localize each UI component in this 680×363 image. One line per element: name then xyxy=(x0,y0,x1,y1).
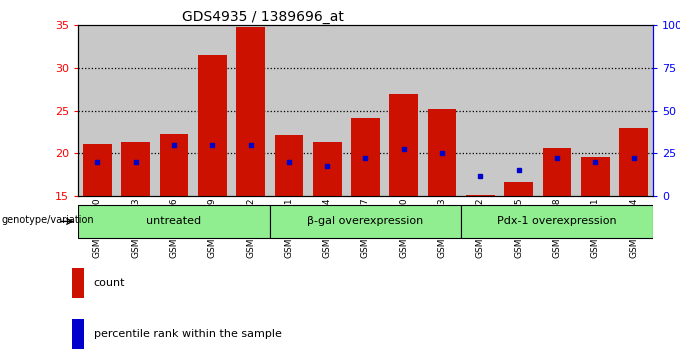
FancyBboxPatch shape xyxy=(78,205,270,238)
Bar xyxy=(461,25,500,196)
Bar xyxy=(236,27,265,196)
Bar xyxy=(72,319,84,349)
Text: Pdx-1 overexpression: Pdx-1 overexpression xyxy=(497,216,617,226)
Bar xyxy=(160,134,188,196)
Bar xyxy=(423,25,461,196)
Bar xyxy=(72,268,84,298)
Bar xyxy=(538,25,576,196)
Bar xyxy=(346,25,385,196)
Bar xyxy=(231,25,270,196)
Bar xyxy=(615,25,653,196)
Bar xyxy=(270,25,308,196)
Bar xyxy=(155,25,193,196)
Bar xyxy=(500,25,538,196)
Bar xyxy=(275,135,303,196)
Text: count: count xyxy=(94,278,125,288)
Bar xyxy=(385,25,423,196)
Bar xyxy=(351,118,380,196)
Bar xyxy=(581,157,610,196)
Bar xyxy=(543,148,571,196)
Bar xyxy=(505,182,533,196)
Bar xyxy=(428,109,456,196)
Bar xyxy=(121,142,150,196)
Text: untreated: untreated xyxy=(146,216,201,226)
Bar xyxy=(78,25,116,196)
Bar xyxy=(466,195,495,196)
Bar xyxy=(83,144,112,196)
FancyBboxPatch shape xyxy=(461,205,653,238)
Text: β-gal overexpression: β-gal overexpression xyxy=(307,216,424,226)
Bar xyxy=(198,55,226,196)
Bar xyxy=(619,128,648,196)
FancyBboxPatch shape xyxy=(270,205,461,238)
Text: percentile rank within the sample: percentile rank within the sample xyxy=(94,329,282,339)
Bar xyxy=(193,25,231,196)
Text: GDS4935 / 1389696_at: GDS4935 / 1389696_at xyxy=(182,11,343,24)
Bar xyxy=(116,25,155,196)
Bar xyxy=(313,142,341,196)
Text: genotype/variation: genotype/variation xyxy=(1,215,95,225)
Bar xyxy=(308,25,346,196)
Bar xyxy=(390,94,418,196)
Bar xyxy=(576,25,615,196)
